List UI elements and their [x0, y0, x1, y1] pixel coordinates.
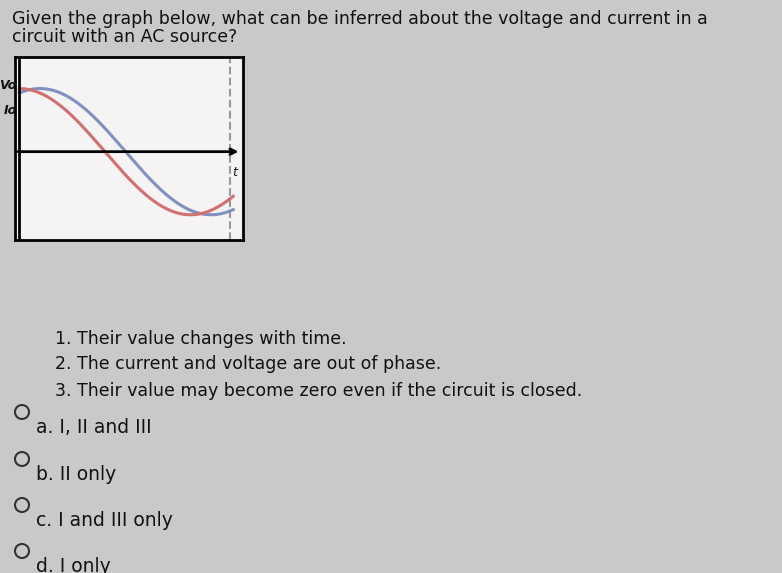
Text: b. II only: b. II only	[36, 465, 117, 484]
Text: circuit with an AC source?: circuit with an AC source?	[12, 28, 237, 46]
Text: Vo: Vo	[0, 79, 16, 92]
Text: c. I and III only: c. I and III only	[36, 511, 173, 530]
Text: a. I, II and III: a. I, II and III	[36, 418, 152, 437]
Text: Given the graph below, what can be inferred about the voltage and current in a: Given the graph below, what can be infer…	[12, 10, 708, 28]
Text: d. I only: d. I only	[36, 557, 111, 573]
Text: t: t	[232, 166, 237, 179]
Text: 2. The current and voltage are out of phase.: 2. The current and voltage are out of ph…	[55, 355, 441, 373]
Text: 1. Their value changes with time.: 1. Their value changes with time.	[55, 330, 346, 348]
Text: 3. Their value may become zero even if the circuit is closed.: 3. Their value may become zero even if t…	[55, 382, 583, 400]
Text: Io: Io	[3, 104, 16, 117]
